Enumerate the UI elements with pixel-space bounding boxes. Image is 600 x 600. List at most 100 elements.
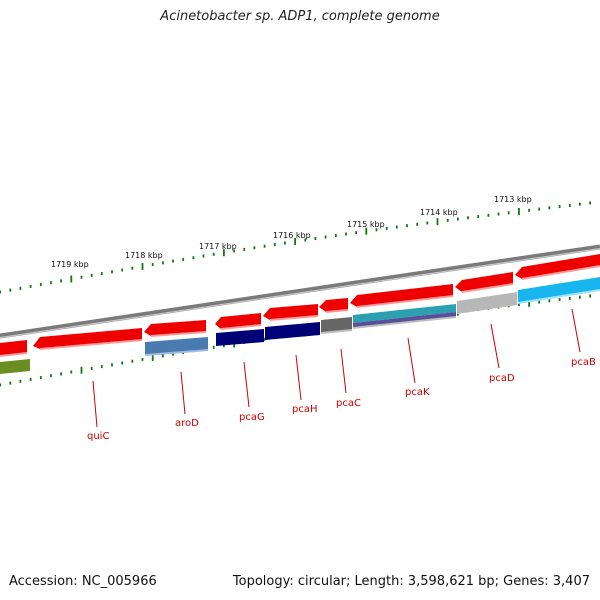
minor-tick (151, 263, 154, 267)
minor-tick (70, 370, 73, 374)
gene-block-pcaB[interactable] (518, 277, 600, 303)
minor-tick (141, 357, 144, 361)
gene-block-pcaH[interactable] (265, 322, 320, 340)
major-tick (80, 366, 83, 374)
major-tick (518, 208, 520, 215)
minor-tick (324, 235, 327, 239)
minor-tick (131, 359, 134, 363)
major-tick (141, 262, 144, 270)
gene-label-pcaG: pcaG (239, 412, 265, 423)
minor-tick (538, 300, 541, 304)
major-tick (70, 275, 73, 283)
minor-tick (395, 225, 398, 229)
genome-backbone (0, 244, 600, 339)
minor-tick (385, 226, 388, 230)
minor-tick (50, 281, 52, 285)
minor-tick (111, 270, 113, 274)
minor-tick (589, 294, 591, 298)
minor-tick (558, 205, 561, 209)
minor-tick (90, 273, 93, 277)
minor-tick (497, 212, 500, 216)
gene-arrow[interactable] (515, 254, 600, 279)
minor-tick (19, 286, 22, 290)
minor-tick (558, 298, 561, 302)
minor-tick (162, 354, 164, 358)
minor-tick (172, 259, 174, 263)
minor-tick (568, 296, 571, 300)
minor-tick (487, 213, 490, 217)
gene-arrow[interactable] (263, 304, 318, 320)
minor-tick (9, 381, 12, 385)
gene-label-pcaK: pcaK (405, 387, 430, 398)
gene-block-pcaK[interactable] (353, 304, 456, 323)
minor-tick (568, 203, 571, 207)
minor-tick (29, 377, 32, 381)
forward-genes (0, 254, 600, 357)
major-tick (365, 227, 368, 235)
minor-tick (223, 344, 225, 348)
minor-tick (355, 231, 357, 235)
minor-tick (477, 215, 480, 218)
minor-tick (375, 228, 378, 232)
gene-arrow[interactable] (0, 340, 27, 356)
major-tick (436, 218, 439, 226)
outer-tick-track (0, 201, 591, 294)
major-tick (223, 249, 225, 257)
minor-tick (121, 268, 124, 272)
minor-tick (467, 216, 469, 220)
minor-tick (589, 201, 591, 205)
gene-arrow[interactable] (350, 284, 453, 307)
gene-arrow[interactable] (144, 320, 206, 336)
minor-tick (0, 383, 1, 387)
minor-tick (263, 244, 266, 248)
gene-label-pcaB: pcaB (571, 357, 596, 368)
gene-arrow[interactable] (319, 298, 348, 312)
minor-tick (334, 234, 337, 237)
minor-tick (284, 241, 286, 245)
minor-tick (80, 275, 83, 279)
gene-arrow[interactable] (455, 272, 513, 292)
minor-tick (121, 361, 124, 365)
kbp-label: 1713 kbp (494, 195, 532, 204)
kbp-label: 1716 kbp (273, 231, 311, 240)
minor-tick (243, 247, 246, 251)
label-leaders (92, 308, 581, 428)
minor-tick (446, 218, 449, 222)
minor-tick (60, 279, 62, 283)
minor-tick (304, 238, 307, 242)
gene-label-pcaC: pcaC (336, 398, 361, 409)
minor-tick (39, 283, 42, 287)
minor-tick (162, 261, 164, 265)
minor-tick (90, 366, 93, 370)
gene-block-pcaC[interactable] (321, 317, 352, 333)
minor-tick (212, 345, 215, 349)
gene-label-quiC: quiC (87, 431, 109, 442)
gene-label-pcaD: pcaD (489, 373, 515, 384)
minor-tick (0, 290, 1, 294)
minor-tick (182, 257, 185, 261)
major-tick (528, 299, 530, 307)
minor-tick (548, 206, 551, 210)
gene-label-pcaH: pcaH (292, 404, 318, 415)
minor-tick (39, 376, 42, 380)
minor-tick (172, 352, 174, 356)
topology-summary: Topology: circular; Length: 3,598,621 bp… (232, 574, 590, 589)
kbp-label: 1714 kbp (420, 208, 458, 217)
minor-tick (9, 288, 12, 292)
minor-tick (457, 217, 459, 221)
gene-arrow[interactable] (215, 313, 261, 329)
minor-tick (548, 299, 551, 303)
gene-block-left[interactable] (0, 359, 30, 374)
minor-tick (233, 249, 235, 253)
minor-tick (528, 208, 530, 212)
minor-tick (253, 246, 256, 250)
gene-label-aroD: aroD (175, 418, 199, 429)
minor-tick (507, 211, 510, 215)
gene-arrow[interactable] (33, 328, 142, 349)
minor-tick (131, 266, 134, 270)
gene-block-pcaG[interactable] (216, 329, 264, 346)
minor-tick (50, 374, 52, 378)
gene-block-pcaD[interactable] (457, 292, 517, 314)
minor-tick (345, 232, 347, 236)
